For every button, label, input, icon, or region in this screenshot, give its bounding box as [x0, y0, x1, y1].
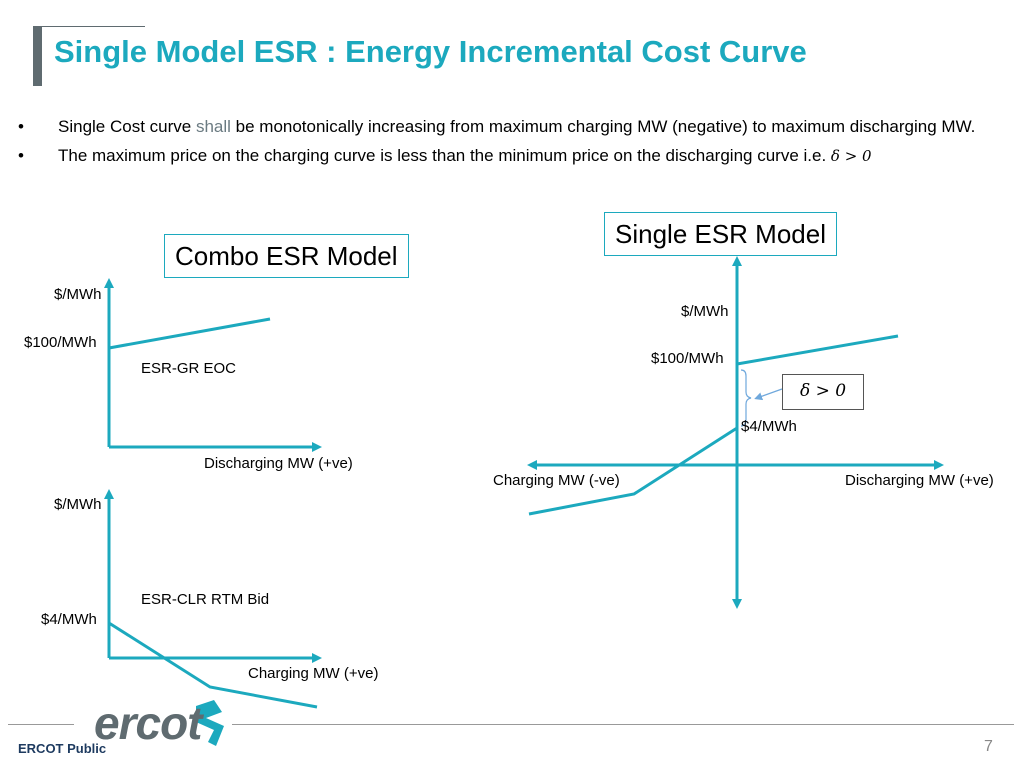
footer-line-right	[232, 724, 1014, 725]
combo-model-title: Combo ESR Model	[164, 234, 409, 278]
bullet-1-text-end: be monotonically increasing from maximum…	[230, 117, 976, 136]
delta-bracket	[740, 369, 752, 427]
page-title: Single Model ESR : Energy Incremental Co…	[54, 34, 807, 69]
combo-bottom-curve-label: ESR-CLR RTM Bid	[141, 591, 270, 608]
page-number: 7	[984, 738, 993, 755]
combo-bottom-y-axis-label: $/MWh	[54, 496, 102, 513]
single-price-high-label: $100/MWh	[651, 350, 724, 367]
single-y-axis-label: $/MWh	[681, 303, 729, 320]
single-charging-curve	[528, 426, 738, 516]
combo-top-price-label: $100/MWh	[24, 334, 97, 351]
combo-bottom-curve	[108, 621, 318, 709]
single-x-neg-label: Charging MW (-ve)	[493, 472, 620, 489]
combo-bottom-price-label: $4/MWh	[41, 611, 97, 628]
bullet-2-math: δ > 0	[830, 147, 872, 165]
footer-classification: ERCOT Public	[18, 741, 107, 756]
combo-top-curve-label: ESR-GR EOC	[141, 360, 237, 377]
combo-bottom-x-axis-label: Charging MW (+ve)	[248, 665, 379, 682]
ercot-logo-icon	[196, 700, 224, 746]
title-accent-bar	[33, 26, 42, 86]
bullet-item-2: • The maximum price on the charging curv…	[18, 144, 1008, 168]
bullet-item-1: • Single Cost curve shall be monotonical…	[18, 115, 1008, 138]
bullet-1-text-start: Single Cost curve	[58, 117, 196, 136]
combo-top-y-axis-label: $/MWh	[54, 286, 102, 303]
bullet-2-text: The maximum price on the charging curve …	[58, 146, 831, 165]
bullet-list: • Single Cost curve shall be monotonical…	[18, 115, 1008, 174]
footer-line-left	[8, 724, 74, 725]
bullet-marker: •	[18, 117, 24, 136]
bullet-1-highlight: shall	[195, 117, 231, 136]
delta-pointer-arrow	[754, 388, 783, 401]
single-price-low-label: $4/MWh	[741, 418, 797, 435]
single-discharging-curve	[736, 334, 899, 366]
ercot-logo: ercot	[94, 697, 202, 749]
combo-top-x-axis-label: Discharging MW (+ve)	[204, 455, 353, 472]
title-top-line	[33, 26, 145, 27]
single-model-title: Single ESR Model	[604, 212, 837, 256]
single-x-pos-label: Discharging MW (+ve)	[845, 472, 994, 489]
combo-top-curve	[108, 317, 271, 350]
bullet-marker: •	[18, 146, 24, 165]
delta-box: δ > 0	[782, 374, 864, 410]
